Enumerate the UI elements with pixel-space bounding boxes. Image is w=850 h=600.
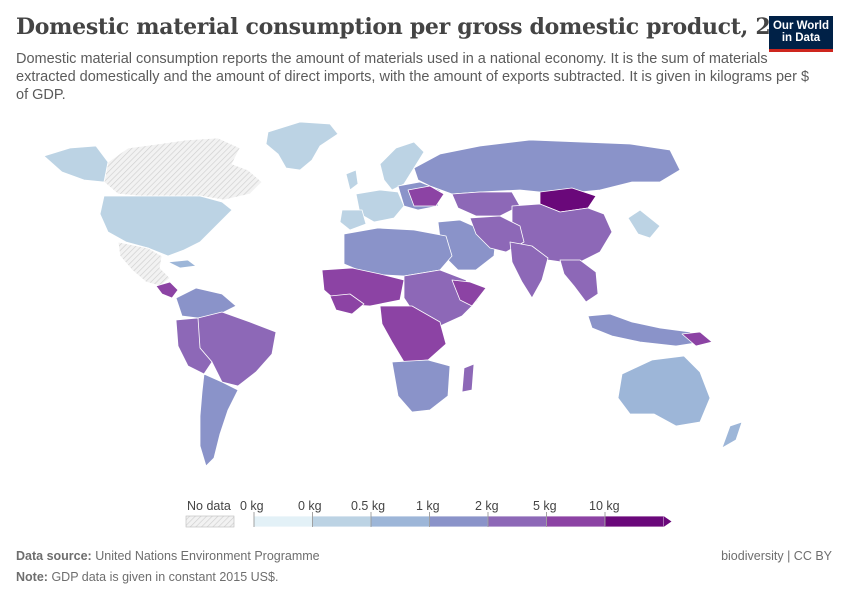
data-source-label: Data source:	[16, 549, 92, 563]
madagascar[interactable]	[461, 363, 475, 393]
kazakhstan[interactable]	[451, 191, 521, 217]
data-source: Data source: United Nations Environment …	[16, 549, 320, 563]
iberia[interactable]	[339, 209, 367, 231]
page-title: Domestic material consumption per gross …	[16, 14, 816, 40]
owid-logo[interactable]: Our World in Data	[769, 16, 833, 52]
alaska[interactable]	[43, 145, 109, 183]
world-map	[43, 121, 743, 467]
peru-bolivia[interactable]	[175, 317, 213, 375]
legend-bin-label: 0 kg	[240, 499, 264, 513]
west-africa[interactable]	[329, 293, 365, 315]
note-label: Note:	[16, 570, 48, 584]
horn-of-africa[interactable]	[451, 279, 487, 307]
canada[interactable]	[103, 137, 263, 201]
note: Note: GDP data is given in constant 2015…	[16, 570, 278, 584]
uk[interactable]	[345, 169, 359, 191]
legend-bin-swatch	[604, 515, 664, 528]
cuba[interactable]	[167, 259, 197, 269]
legend-scale	[185, 512, 672, 528]
legend-bin-label: 0 kg	[298, 499, 322, 513]
greenland[interactable]	[265, 121, 339, 171]
legend-bin-swatch	[429, 515, 489, 528]
southeast-asia[interactable]	[559, 259, 599, 303]
legend-bin-label: 10 kg	[589, 499, 620, 513]
indonesia[interactable]	[587, 313, 703, 347]
legend-bin-swatch	[370, 515, 430, 528]
legend-bin-label: 0.5 kg	[351, 499, 386, 513]
colombia-venezuela[interactable]	[175, 287, 237, 319]
map-legend: No data 0 kg 0 kg 0.5 kg 1 kg 2 kg 5 kg …	[0, 496, 850, 536]
legend-arrow	[663, 516, 672, 527]
india[interactable]	[509, 241, 549, 299]
brazil[interactable]	[195, 311, 277, 387]
mexico[interactable]	[117, 241, 171, 287]
southern-africa[interactable]	[391, 359, 451, 413]
argentina-chile[interactable]	[199, 373, 239, 467]
legend-bin-label: 1 kg	[416, 499, 440, 513]
legend-no-data-label: No data	[187, 499, 231, 513]
ukraine-region[interactable]	[407, 185, 445, 207]
legend-bin-label: 5 kg	[533, 499, 557, 513]
legend-bin-label: 2 kg	[475, 499, 499, 513]
korea-japan[interactable]	[627, 209, 661, 239]
new-zealand[interactable]	[721, 421, 743, 449]
north-africa[interactable]	[343, 227, 453, 277]
legend-bin-swatch	[546, 515, 606, 528]
legend-bin-swatch	[253, 515, 313, 528]
license-link[interactable]: biodiversity | CC BY	[721, 549, 832, 563]
central-america[interactable]	[155, 281, 179, 299]
legend-no-data-swatch	[185, 515, 235, 528]
note-text: GDP data is given in constant 2015 US$.	[51, 570, 279, 584]
logo-line-2: in Data	[781, 32, 821, 44]
logo-line-1: Our World	[772, 20, 829, 32]
australia[interactable]	[617, 355, 711, 427]
data-source-link[interactable]: United Nations Environment Programme	[95, 549, 320, 563]
png[interactable]	[681, 331, 713, 347]
page-subtitle: Domestic material consumption reports th…	[16, 51, 810, 103]
legend-bins	[253, 512, 672, 528]
usa[interactable]	[99, 195, 233, 257]
russia[interactable]	[413, 139, 681, 195]
legend-bin-swatch	[487, 515, 547, 528]
legend-bin-swatch	[312, 515, 372, 528]
